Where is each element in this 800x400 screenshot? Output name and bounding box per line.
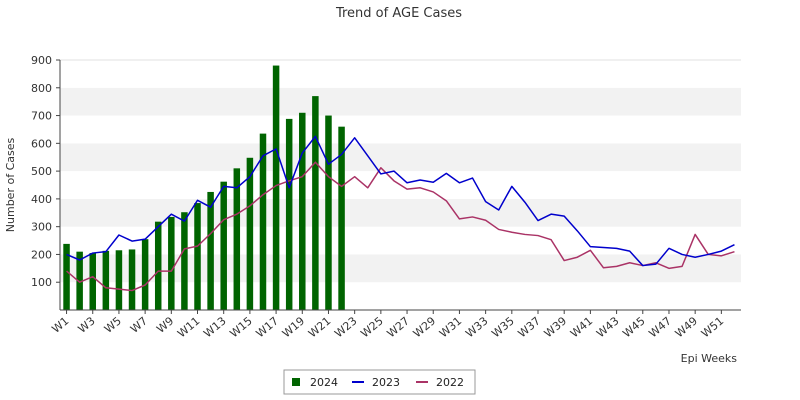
x-tick-label: W3 <box>76 314 98 335</box>
bar-2024-W18 <box>285 118 293 310</box>
bar-2024-W4 <box>102 250 110 310</box>
legend-label-2023: 2023 <box>372 376 400 389</box>
x-tick-label: W41 <box>568 314 595 340</box>
x-tick-label: W1 <box>49 314 71 335</box>
bar-2024-W17 <box>272 65 280 310</box>
legend-label-2022: 2022 <box>436 376 464 389</box>
y-axis-label: Number of Cases <box>4 138 17 233</box>
y-tick-label: 100 <box>31 276 52 289</box>
x-tick-label: W35 <box>489 314 516 340</box>
bar-2024-W12 <box>207 191 214 310</box>
bar-2024-W11 <box>194 203 201 310</box>
x-axis-label: Epi Weeks <box>681 352 738 365</box>
y-tick-label: 500 <box>31 165 52 178</box>
x-tick-label: W33 <box>463 314 490 340</box>
bar-2024-W16 <box>259 133 267 310</box>
grid-band <box>60 143 741 172</box>
bar-2024-W13 <box>220 181 227 310</box>
line-series-2022 <box>66 161 735 292</box>
x-tick-label: W7 <box>128 314 150 335</box>
x-tick-label: W45 <box>620 314 647 340</box>
x-tick-label: W21 <box>306 314 333 340</box>
bar-2024-W3 <box>89 253 96 310</box>
legend-box <box>283 369 476 395</box>
x-tick-label: W15 <box>227 314 254 340</box>
y-tick-label: 400 <box>31 193 52 206</box>
y-tick-label: 800 <box>31 82 52 95</box>
y-tick-label: 600 <box>31 137 52 150</box>
grid-band <box>60 60 741 88</box>
grid-band <box>60 115 741 144</box>
x-tick-label: W13 <box>201 314 228 340</box>
bar-2024-W8 <box>154 221 162 310</box>
bar-2024-W15 <box>246 157 254 310</box>
bar-2024-W21 <box>325 115 332 310</box>
bars-2024 <box>63 65 345 311</box>
y-tick-label: 700 <box>31 110 52 123</box>
bar-2024-W2 <box>76 251 83 310</box>
x-tick-label: W5 <box>102 314 124 335</box>
x-tick-label: W25 <box>358 314 385 340</box>
grid-band <box>60 87 741 116</box>
bar-2024-W1 <box>63 243 70 310</box>
bar-2024-W9 <box>168 216 175 310</box>
legend-label-2024: 2024 <box>310 376 338 389</box>
bar-2024-W19 <box>299 112 306 311</box>
x-tick-label: W11 <box>175 314 202 340</box>
x-tick-label: W29 <box>411 314 438 340</box>
bar-2024-W10 <box>181 212 188 310</box>
line-series <box>66 135 735 292</box>
y-tick-label: 300 <box>31 221 52 234</box>
x-tick-label: W27 <box>385 314 412 340</box>
x-tick-label: W51 <box>699 314 726 340</box>
x-tick-label: W9 <box>154 314 176 335</box>
bar-2024-W7 <box>141 239 149 310</box>
y-tick-label: 200 <box>31 248 52 261</box>
x-tick-label: W47 <box>646 314 673 340</box>
bar-2024-W5 <box>115 250 123 310</box>
bar-2024-W14 <box>233 168 241 310</box>
grid-band <box>60 254 741 283</box>
y-tick-label: 900 <box>31 54 52 67</box>
chart-title: Trend of AGE Cases <box>335 6 462 21</box>
x-tick-label: W49 <box>673 314 700 340</box>
grid-band <box>60 226 741 255</box>
x-tick-label: W31 <box>437 314 464 340</box>
legend-swatch-2024 <box>292 378 300 386</box>
x-tick-label: W39 <box>542 314 569 340</box>
x-tick-label: W17 <box>254 314 281 340</box>
bar-2024-W6 <box>128 249 136 310</box>
grid-band <box>60 282 741 310</box>
x-tick-label: W23 <box>332 314 359 340</box>
x-tick-label: W19 <box>280 314 307 340</box>
legend: 2024 2023 2022 <box>283 369 476 395</box>
bar-2024-W22 <box>338 126 345 311</box>
x-tick-label: W37 <box>516 314 543 340</box>
x-tick-label: W43 <box>594 314 621 340</box>
bar-2024-W20 <box>312 96 319 310</box>
line-series-2023 <box>66 135 735 267</box>
